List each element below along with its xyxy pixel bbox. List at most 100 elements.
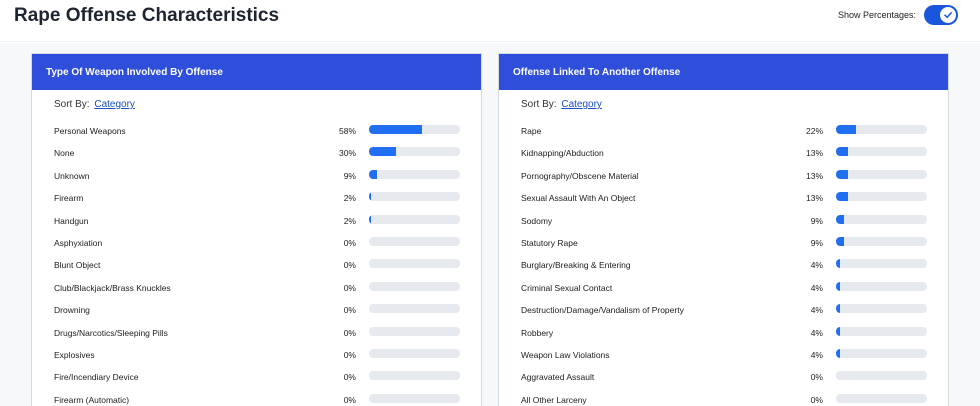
- progress-bar: [369, 326, 460, 336]
- row-label: Drugs/Narcotics/Sleeping Pills: [54, 327, 168, 338]
- list-item: Firearm 2%: [32, 190, 481, 212]
- list-item: Asphyxiation 0%: [32, 235, 481, 257]
- row-label: Criminal Sexual Contact: [521, 282, 613, 293]
- row-label: Fire/Incendiary Device: [54, 372, 139, 383]
- row-percentage: 0%: [343, 305, 356, 316]
- progress-bar: [369, 304, 460, 314]
- list-item: Drowning 0%: [32, 302, 481, 324]
- row-label: Blunt Object: [54, 260, 101, 271]
- progress-bar-fill: [836, 125, 857, 134]
- row-label: Handgun: [54, 215, 89, 226]
- list-item: Sexual Assault With An Object 13%: [499, 190, 948, 212]
- row-percentage: 9%: [810, 215, 823, 226]
- progress-bar-fill: [836, 304, 840, 314]
- page-title: Rape Offense Characteristics: [14, 5, 280, 26]
- list-item: Blunt Object 0%: [32, 257, 481, 279]
- list-item: Personal Weapons 58%: [32, 123, 481, 145]
- list-item: Sodomy 9%: [499, 213, 948, 235]
- content-area: Type Of Weapon Involved By Offense Sort …: [0, 43, 980, 406]
- sort-by-category-link[interactable]: Category: [561, 99, 602, 110]
- progress-bar: [369, 147, 460, 157]
- row-label: Personal Weapons: [54, 126, 126, 136]
- list-item: All Other Larceny 0%: [499, 392, 948, 406]
- progress-bar: [836, 393, 927, 403]
- progress-bar: [369, 125, 460, 134]
- list-item: Fire/Incendiary Device 0%: [32, 369, 481, 391]
- row-percentage: 9%: [343, 170, 356, 181]
- row-label: Burglary/Breaking & Entering: [521, 260, 631, 271]
- show-percentages-toggle[interactable]: [924, 5, 958, 25]
- list-item: Unknown 9%: [32, 168, 481, 190]
- row-label: Firearm: [54, 193, 84, 204]
- progress-bar: [836, 281, 927, 291]
- progress-bar-fill: [836, 147, 848, 157]
- row-label: Robbery: [521, 327, 554, 338]
- row-percentage: 0%: [343, 394, 356, 405]
- row-percentage: 2%: [343, 193, 356, 204]
- linked-offense-panel: Offense Linked To Another Offense Sort B…: [498, 53, 949, 406]
- list-item: None 30%: [32, 145, 481, 167]
- progress-bar-fill: [836, 214, 845, 224]
- top-bar: Rape Offense Characteristics Show Percen…: [0, 0, 980, 42]
- row-percentage: 22%: [805, 126, 823, 136]
- sort-by-category-link[interactable]: Category: [94, 99, 135, 110]
- row-percentage: 4%: [810, 260, 823, 271]
- row-percentage: 30%: [338, 148, 356, 159]
- list-item: Pornography/Obscene Material 13%: [499, 168, 948, 190]
- progress-bar: [836, 236, 927, 246]
- row-percentage: 0%: [810, 372, 823, 383]
- progress-bar: [836, 169, 927, 179]
- show-percentages-control: Show Percentages:: [838, 5, 958, 25]
- progress-bar: [369, 169, 460, 179]
- progress-bar: [836, 371, 927, 381]
- progress-bar: [369, 259, 460, 269]
- row-percentage: 0%: [343, 372, 356, 383]
- list-item: Drugs/Narcotics/Sleeping Pills 0%: [32, 325, 481, 347]
- list-item: Robbery 4%: [499, 325, 948, 347]
- toggle-knob: [940, 7, 956, 23]
- list-item: Weapon Law Violations 4%: [499, 347, 948, 369]
- row-percentage: 13%: [805, 170, 823, 181]
- sort-by: Sort By: Category: [521, 99, 602, 110]
- progress-bar: [836, 214, 927, 224]
- show-percentages-label: Show Percentages:: [837, 10, 916, 20]
- list-item: Firearm (Automatic) 0%: [32, 392, 481, 406]
- row-percentage: 9%: [810, 237, 823, 248]
- progress-bar-fill: [836, 348, 840, 358]
- list-item: Aggravated Assault 0%: [499, 369, 948, 391]
- progress-bar: [369, 192, 460, 202]
- row-label: Sexual Assault With An Object: [521, 193, 636, 204]
- row-label: Club/Blackjack/Brass Knuckles: [54, 282, 171, 293]
- list-item: Kidnapping/Abduction 13%: [499, 145, 948, 167]
- progress-bar: [836, 192, 927, 202]
- sort-by-label: Sort By:: [521, 99, 557, 110]
- progress-bar: [836, 125, 927, 134]
- progress-bar-fill: [836, 326, 840, 336]
- list-item: Criminal Sexual Contact 4%: [499, 280, 948, 302]
- progress-bar: [369, 236, 460, 246]
- row-percentage: 4%: [810, 349, 823, 360]
- progress-bar: [369, 214, 460, 224]
- progress-bar-fill: [369, 147, 397, 157]
- row-percentage: 4%: [810, 327, 823, 338]
- check-icon: [944, 12, 952, 19]
- row-label: Firearm (Automatic): [54, 394, 130, 405]
- row-percentage: 0%: [343, 327, 356, 338]
- row-percentage: 0%: [343, 282, 356, 293]
- progress-bar-fill: [836, 192, 848, 202]
- row-label: All Other Larceny: [521, 394, 587, 405]
- row-label: Kidnapping/Abduction: [521, 148, 604, 159]
- row-label: Asphyxiation: [54, 237, 103, 248]
- progress-bar: [369, 348, 460, 358]
- row-percentage: 0%: [343, 237, 356, 248]
- row-percentage: 13%: [805, 193, 823, 204]
- progress-bar-fill: [836, 236, 845, 246]
- linked-offense-rows: Rape 22% Kidnapping/Abduction 13% Pornograph…: [499, 123, 948, 406]
- row-label: Pornography/Obscene Material: [521, 170, 639, 181]
- progress-bar: [836, 326, 927, 336]
- progress-bar: [836, 259, 927, 269]
- row-percentage: 58%: [338, 126, 356, 136]
- row-percentage: 0%: [810, 394, 823, 405]
- row-label: Destruction/Damage/Vandalism of Property: [521, 305, 684, 316]
- progress-bar-fill: [369, 169, 378, 179]
